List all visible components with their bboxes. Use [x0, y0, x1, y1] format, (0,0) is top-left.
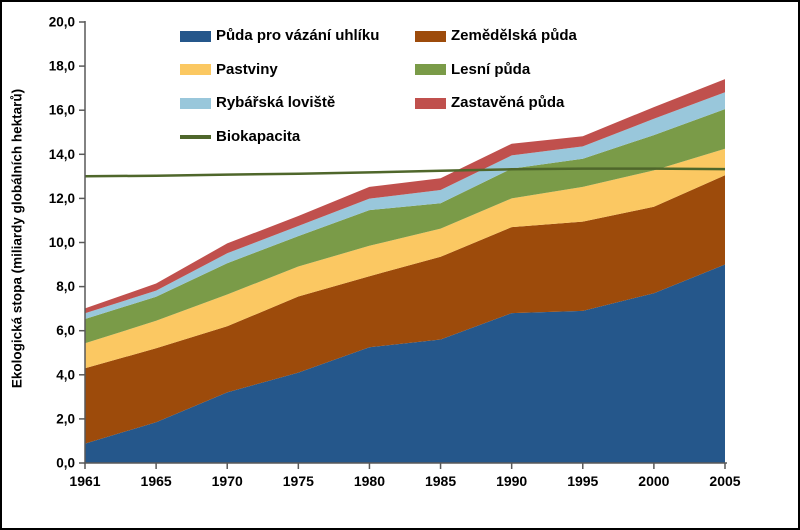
x-tick-label: 1970: [212, 473, 243, 489]
x-tick-label: 1995: [567, 473, 598, 489]
legend-line-swatch: [180, 134, 211, 139]
area-carbon-land: [85, 264, 725, 463]
legend-label-biocapacity: Biokapacita: [216, 127, 301, 145]
legend-label-cropland: Zemědělská půda: [451, 27, 577, 44]
legend-box-swatch: [415, 30, 446, 42]
legend-item-biocapacity: Biokapacita: [180, 127, 301, 145]
legend-item-grazing-land: Pastviny: [180, 60, 278, 78]
legend-label-grazing-land: Pastviny: [216, 60, 278, 78]
y-tick-label: 6,0: [56, 323, 75, 338]
y-axis-title: Ekologická stopa (miliardy globálních he…: [9, 88, 25, 389]
area-fishing-grounds: [85, 92, 725, 319]
legend-item-forest-land: Lesní půda: [415, 60, 531, 78]
y-tick-label: 14,0: [49, 147, 75, 162]
y-tick-label: 0,0: [56, 456, 75, 471]
y-tick-label: 12,0: [49, 191, 75, 206]
legend-label-built-up-land: Zastavěná půda: [451, 94, 565, 111]
area-built-up-land: [85, 79, 725, 314]
legend-label-carbon-land: Půda pro vázání uhlíku: [216, 27, 380, 44]
legend-item-built-up-land: Zastavěná půda: [415, 95, 564, 111]
x-tick-label: 1990: [496, 473, 527, 489]
x-tick-label: 2005: [709, 473, 740, 489]
x-tick-label: 1985: [425, 473, 456, 489]
y-tick-label: 4,0: [56, 367, 75, 382]
y-tick-label: 16,0: [49, 103, 75, 118]
legend-box-swatch: [415, 97, 446, 109]
legend-label-fishing-grounds: Rybářská loviště: [216, 94, 336, 111]
x-tick-label: 2000: [638, 473, 669, 489]
legend-box-swatch: [180, 30, 211, 42]
biocapacity-line: [84, 167, 726, 178]
y-tick-label: 18,0: [49, 59, 75, 74]
legend-item-cropland: Zemědělská půda: [415, 28, 577, 44]
area-cropland: [85, 175, 725, 444]
y-tick-label: 20,0: [49, 15, 75, 30]
legend-box-swatch: [180, 64, 211, 75]
area-grazing-land: [85, 148, 725, 369]
legend-box-swatch: [415, 64, 446, 75]
x-tick-label: 1965: [141, 473, 172, 489]
x-tick-label: 1980: [354, 473, 385, 489]
x-tick-label: 1975: [283, 473, 314, 489]
y-tick-label: 2,0: [56, 411, 75, 426]
legend-item-carbon-land: Půda pro vázání uhlíku: [180, 28, 379, 44]
y-tick-label: 10,0: [49, 235, 75, 250]
x-tick-label: 1961: [69, 473, 100, 489]
legend-label-forest-land: Lesní půda: [451, 60, 531, 78]
y-tick-label: 8,0: [56, 279, 75, 294]
legend-box-swatch: [180, 97, 211, 109]
legend-item-fishing-grounds: Rybářská loviště: [180, 95, 335, 111]
